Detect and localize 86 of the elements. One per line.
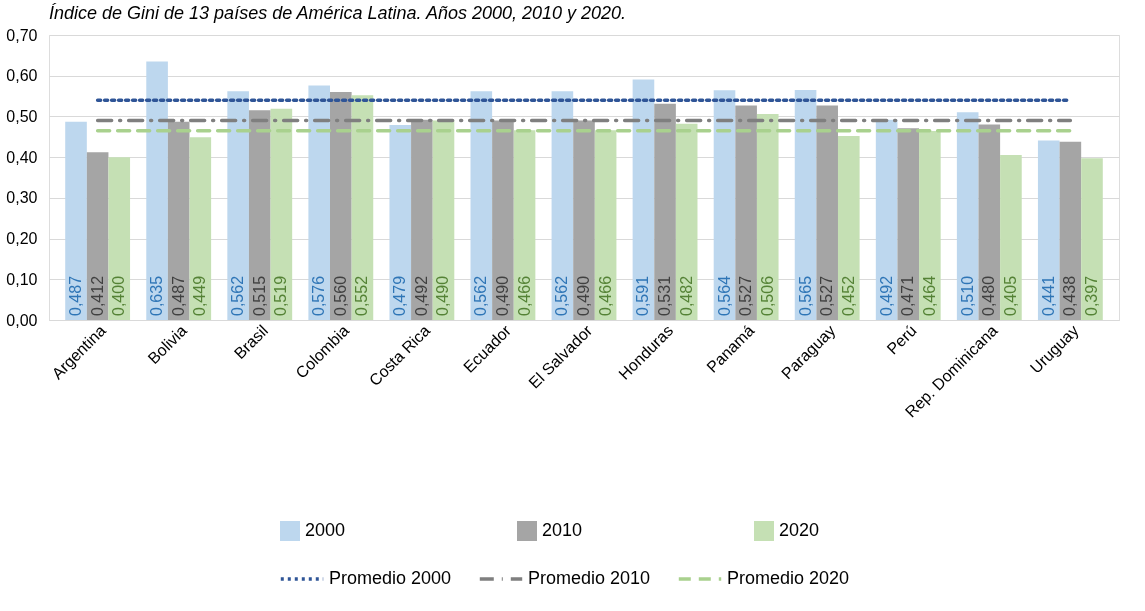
data-label: 0,482 <box>677 275 695 316</box>
y-tick-label: 0,00 <box>6 311 38 329</box>
bar <box>65 121 87 320</box>
data-label: 0,560 <box>331 275 349 316</box>
data-label: 0,562 <box>472 275 490 316</box>
data-label: 0,487 <box>169 275 187 316</box>
data-label: 0,635 <box>148 275 166 316</box>
bar <box>675 123 698 320</box>
bar <box>411 119 433 320</box>
bar <box>1081 158 1103 320</box>
legend-label: Promedio 2000 <box>329 568 452 588</box>
bar <box>594 130 617 320</box>
data-label: 0,480 <box>980 275 998 316</box>
data-label: 0,492 <box>412 275 430 316</box>
data-label: 0,487 <box>67 275 85 316</box>
data-label: 0,492 <box>877 275 895 316</box>
data-label: 0,515 <box>250 275 268 316</box>
bar <box>956 112 979 320</box>
legend-label: 2020 <box>779 520 820 540</box>
bar <box>248 110 271 320</box>
data-label: 0,527 <box>737 275 755 316</box>
data-label: 0,466 <box>596 275 614 316</box>
data-label: 0,449 <box>191 275 209 316</box>
data-label: 0,510 <box>958 275 976 316</box>
y-tick-label: 0,10 <box>6 270 38 288</box>
bar <box>573 120 595 320</box>
data-label: 0,576 <box>310 275 328 316</box>
data-label: 0,591 <box>634 275 652 316</box>
bar <box>389 124 412 320</box>
bar <box>330 92 352 320</box>
legend-label: Promedio 2010 <box>528 568 651 588</box>
bar <box>86 152 109 320</box>
y-tick-label: 0,20 <box>6 230 38 248</box>
data-label: 0,400 <box>110 275 128 316</box>
data-label: 0,479 <box>391 275 409 316</box>
data-label: 0,531 <box>656 275 674 316</box>
bar <box>756 113 779 320</box>
bar <box>816 105 838 320</box>
data-label: 0,564 <box>715 275 733 316</box>
data-label: 0,490 <box>434 275 452 316</box>
legend-label: 2010 <box>542 520 583 540</box>
data-label: 0,471 <box>899 275 917 316</box>
data-label: 0,490 <box>575 275 592 316</box>
legend-label: Promedio 2020 <box>727 568 850 588</box>
bar <box>513 130 536 320</box>
data-label: 0,405 <box>1001 275 1019 316</box>
data-label: 0,519 <box>272 275 290 316</box>
chart-title: Índice de Gini de 13 países de América Latina. Años 2000, 2010 y 2020. <box>49 3 627 23</box>
data-label: 0,464 <box>920 275 938 316</box>
data-label: 0,397 <box>1082 275 1100 316</box>
bar <box>167 121 190 320</box>
data-label: 0,441 <box>1039 275 1057 316</box>
data-label: 0,562 <box>553 275 571 316</box>
bar <box>308 85 331 320</box>
bar <box>735 105 757 320</box>
bar <box>654 103 676 320</box>
bar <box>978 124 1001 320</box>
bar <box>270 108 293 320</box>
data-label: 0,562 <box>229 275 247 316</box>
bar <box>632 79 655 320</box>
data-label: 0,527 <box>818 275 836 316</box>
bar <box>108 157 131 320</box>
y-tick-label: 0,50 <box>6 107 38 125</box>
data-label: 0,490 <box>493 275 511 316</box>
bar <box>492 120 514 320</box>
data-label: 0,452 <box>839 275 857 316</box>
data-label: 0,412 <box>88 275 106 316</box>
bar <box>189 137 212 320</box>
data-label: 0,506 <box>758 275 776 316</box>
data-label: 0,466 <box>515 275 533 316</box>
legend-label: 2000 <box>305 520 346 540</box>
bar <box>146 61 168 320</box>
y-tick-label: 0,30 <box>6 189 38 207</box>
data-label: 0,552 <box>353 275 371 316</box>
bar <box>837 135 860 320</box>
bar <box>919 131 941 320</box>
data-label: 0,438 <box>1061 275 1079 316</box>
bar <box>1059 141 1082 320</box>
y-tick-label: 0,60 <box>6 67 38 85</box>
bar <box>897 128 920 320</box>
y-tick-label: 0,40 <box>6 148 38 166</box>
bar <box>1000 155 1022 320</box>
bar <box>227 91 249 320</box>
bar <box>1037 140 1060 320</box>
data-label: 0,565 <box>796 275 814 316</box>
y-tick-label: 0,70 <box>6 26 38 44</box>
